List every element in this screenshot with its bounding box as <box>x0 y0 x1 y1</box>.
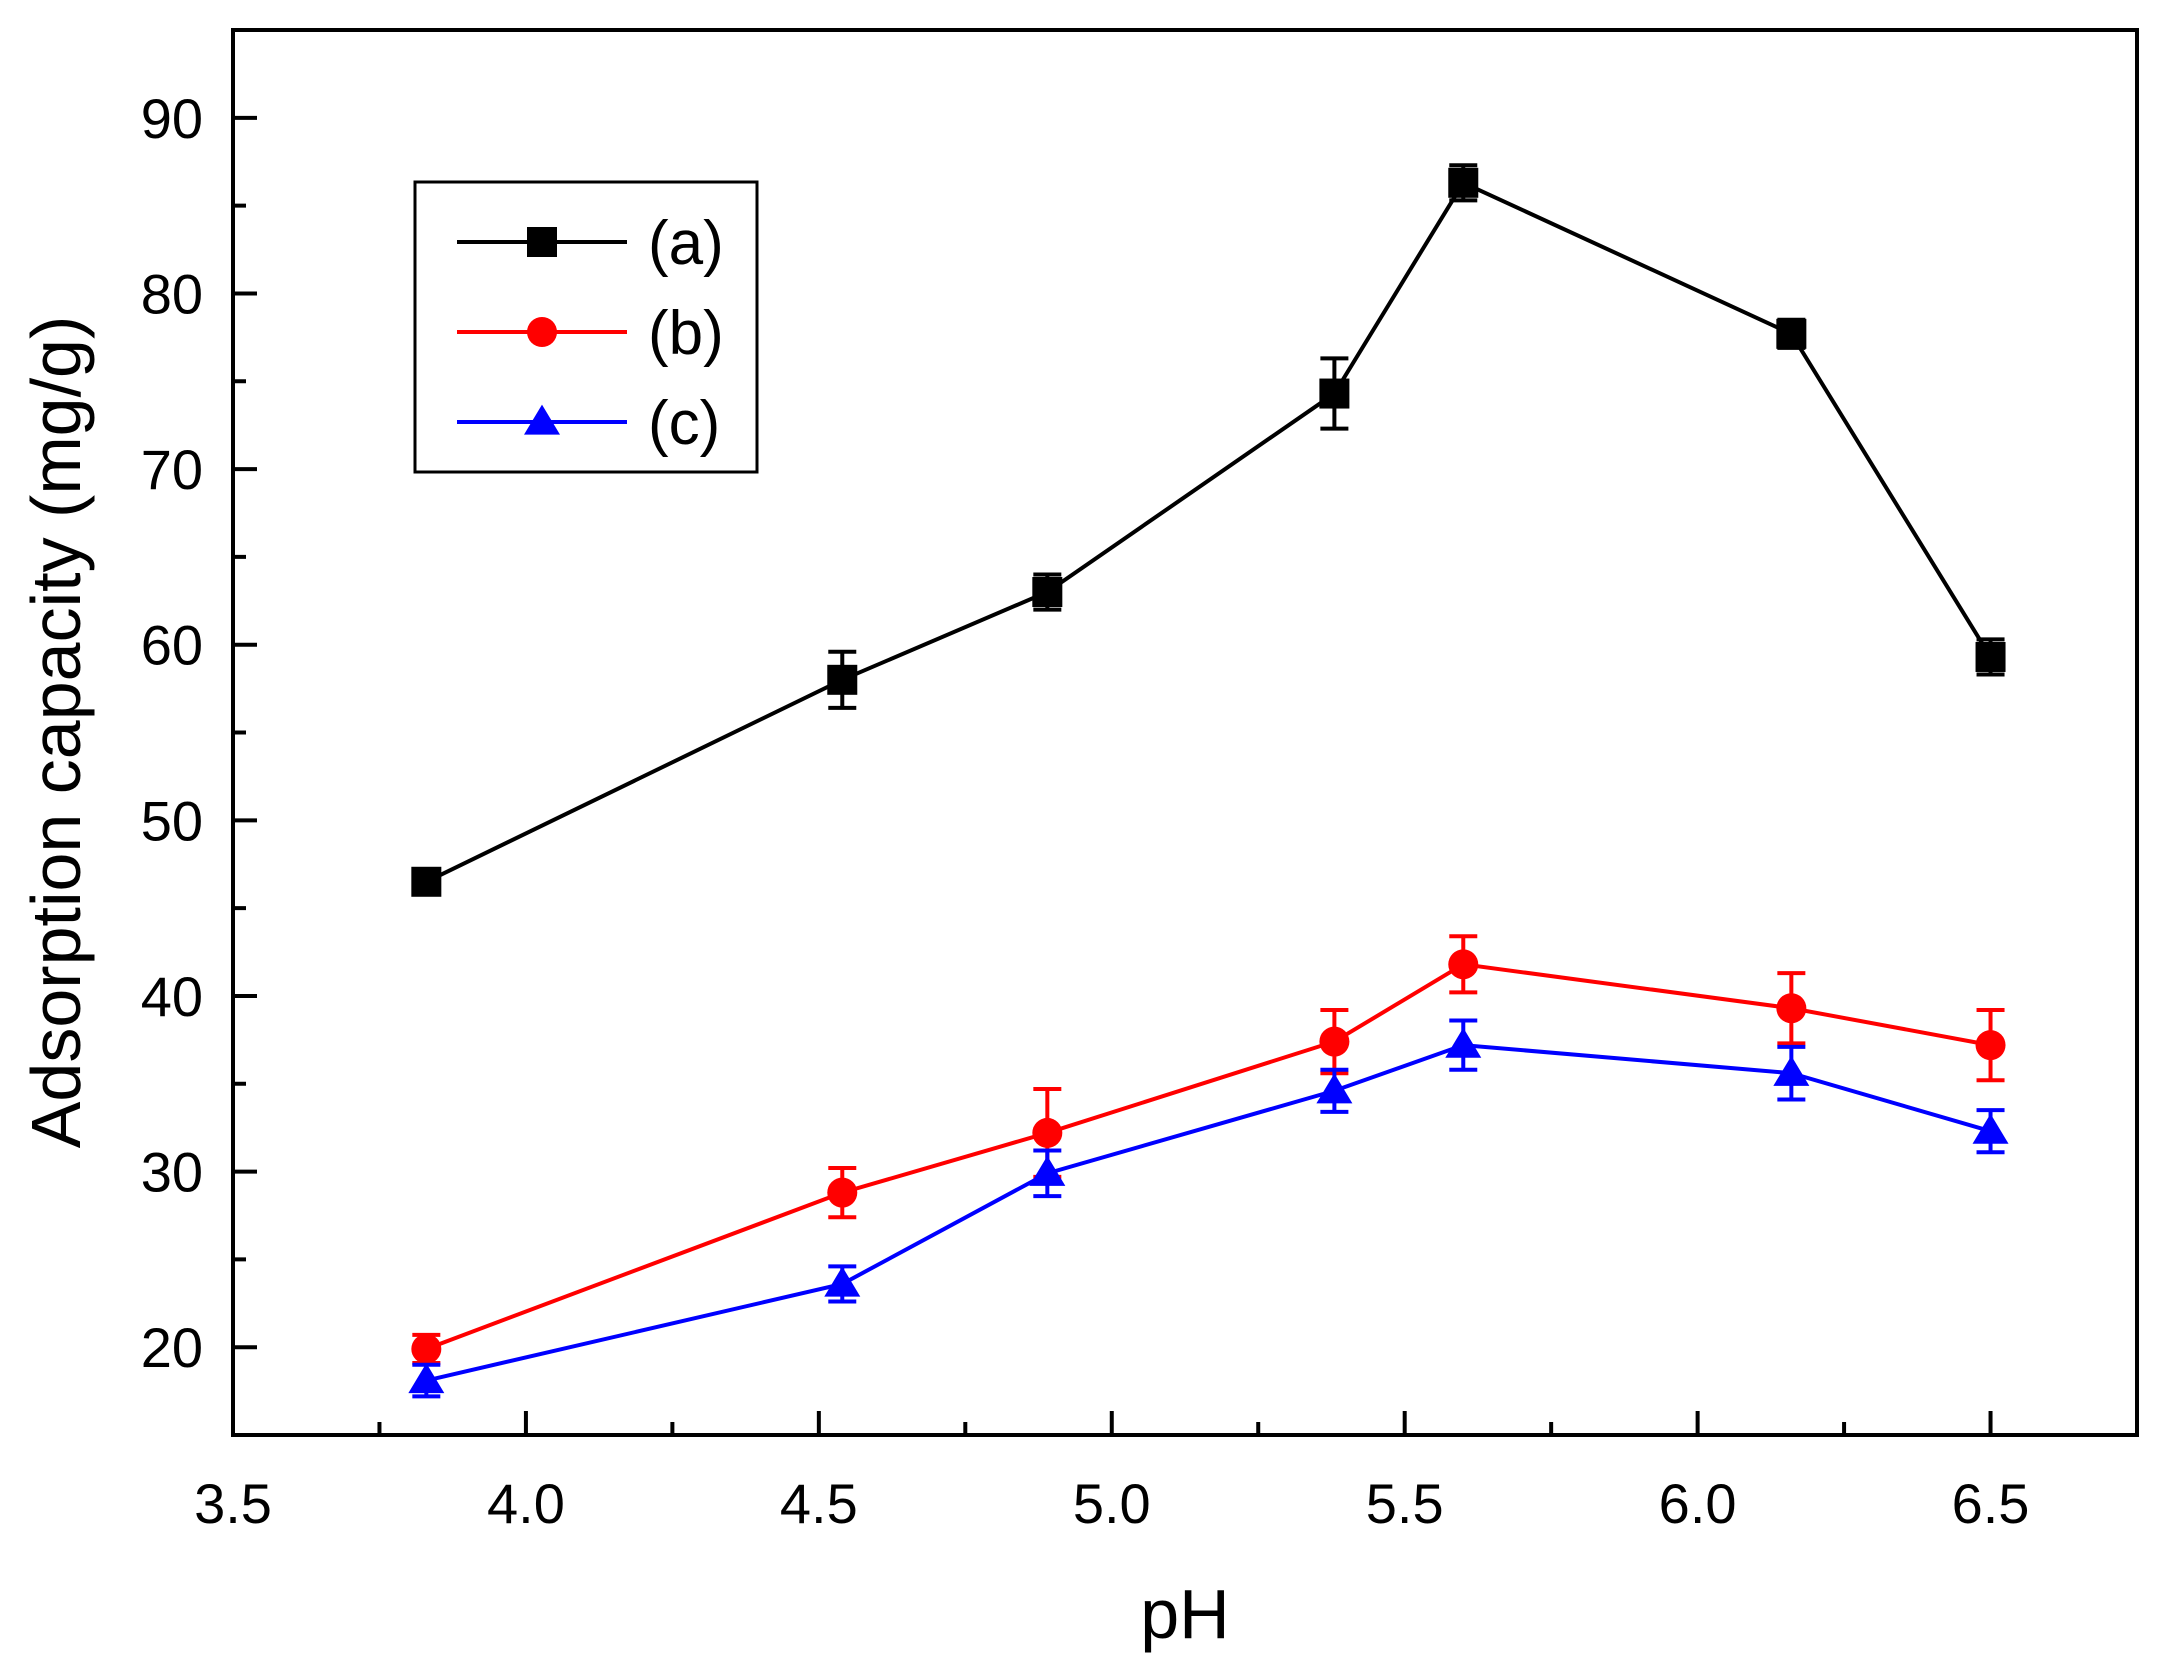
series-line <box>425 1043 1992 1383</box>
y-tick-label: 20 <box>141 1316 203 1379</box>
data-point <box>827 1177 858 1208</box>
data-point <box>1972 1113 2009 1144</box>
y-tick-label: 90 <box>141 87 203 150</box>
legend: (a) (b) (c) <box>413 180 759 474</box>
data-point <box>1975 641 2006 672</box>
y-tick-label: 60 <box>141 614 203 677</box>
series-2 <box>408 1018 2009 1399</box>
x-tick-label: 4.5 <box>780 1472 858 1535</box>
x-tick-label: 6.5 <box>1952 1472 2030 1535</box>
x-tick-label: 4.0 <box>487 1472 565 1535</box>
data-point <box>411 1333 442 1364</box>
legend-marker <box>527 227 557 257</box>
data-point <box>1319 1026 1350 1057</box>
x-tick-label: 5.5 <box>1366 1472 1444 1535</box>
series-layer <box>408 163 2009 1399</box>
legend-label: (b) <box>648 299 724 368</box>
x-tick-label: 3.5 <box>194 1472 272 1535</box>
data-point <box>827 664 858 695</box>
data-point <box>408 1363 445 1394</box>
x-axis-title: pH <box>1140 1575 1229 1653</box>
data-point <box>411 866 442 897</box>
series-line <box>425 962 1991 1351</box>
x-tick-label: 6.0 <box>1659 1472 1737 1535</box>
y-tick-label: 80 <box>141 262 203 325</box>
data-point <box>1448 949 1479 980</box>
data-point <box>1776 318 1807 349</box>
data-point <box>1029 1155 1066 1186</box>
ticks-layer: 3.5 4.0 4.5 5.0 5.5 6.0 6.5 20 30 40 50 60 70 80 90 <box>141 87 2030 1535</box>
y-tick-label: 50 <box>141 789 203 852</box>
data-point <box>1032 577 1063 607</box>
data-point <box>824 1266 861 1297</box>
y-tick-label: 30 <box>141 1141 203 1204</box>
data-point <box>1032 1117 1063 1148</box>
data-point <box>1975 1030 2006 1061</box>
data-point <box>1776 993 1807 1024</box>
y-tick-label: 70 <box>141 438 203 501</box>
legend-marker <box>527 317 557 347</box>
legend-label: (c) <box>648 389 720 458</box>
legend-label: (a) <box>648 209 724 278</box>
series-1 <box>411 934 2006 1365</box>
series-0 <box>411 163 2006 897</box>
data-point <box>1773 1055 1810 1086</box>
data-point <box>1316 1073 1353 1104</box>
data-point <box>1319 378 1350 409</box>
data-point <box>1448 167 1479 198</box>
legend-marker <box>524 404 560 435</box>
y-tick-label: 40 <box>141 965 203 1028</box>
x-tick-label: 5.0 <box>1073 1472 1151 1535</box>
y-axis-title: Adsorption capacity (mg/g) <box>17 316 95 1149</box>
data-point <box>1445 1027 1482 1058</box>
